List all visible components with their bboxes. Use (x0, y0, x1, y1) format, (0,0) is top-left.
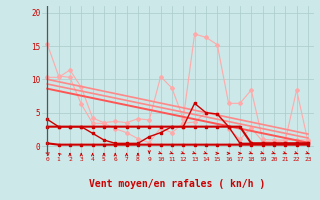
X-axis label: Vent moyen/en rafales ( kn/h ): Vent moyen/en rafales ( kn/h ) (90, 179, 266, 189)
